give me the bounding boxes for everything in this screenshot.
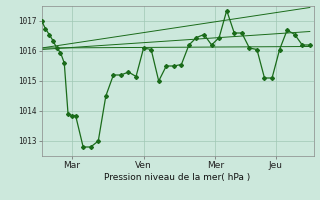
X-axis label: Pression niveau de la mer( hPa ): Pression niveau de la mer( hPa )	[104, 173, 251, 182]
